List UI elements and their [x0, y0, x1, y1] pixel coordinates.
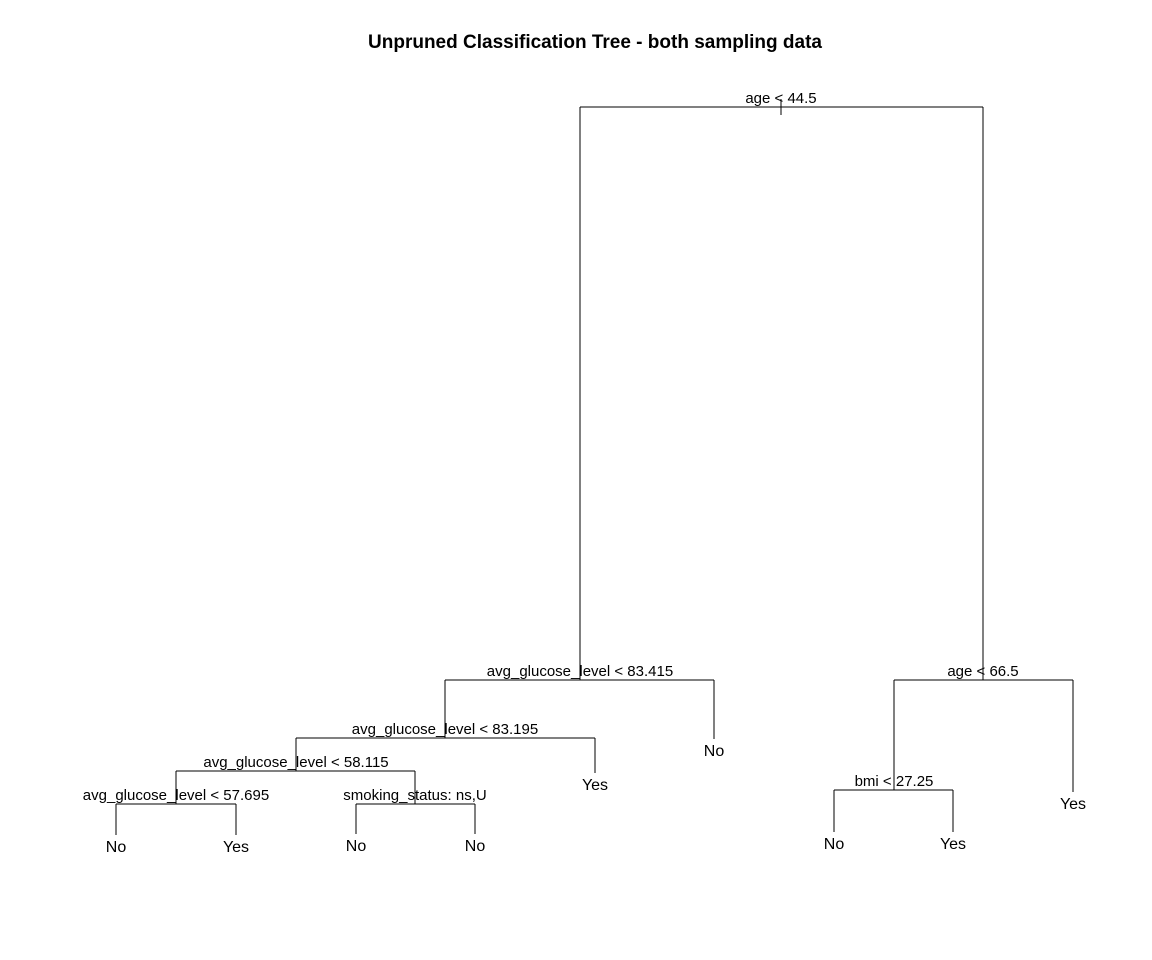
- leaf-label: Yes: [1060, 796, 1086, 813]
- leaf-label: No: [106, 839, 127, 856]
- split-label: avg_glucose_level < 83.415: [487, 663, 673, 680]
- split-label: smoking_status: ns,U: [343, 787, 486, 804]
- split-label: avg_glucose_level < 58.115: [203, 754, 388, 771]
- split-label: age < 44.5: [745, 90, 816, 107]
- tree-labels: age < 44.5 avg_glucose_level < 83.415 avg_…: [83, 90, 1086, 856]
- leaf-label: No: [346, 838, 367, 855]
- tree-edges: [115, 99, 1074, 835]
- leaf-label: No: [824, 836, 845, 853]
- leaf-label: Yes: [223, 839, 249, 856]
- split-label: avg_glucose_level < 57.695: [83, 787, 269, 804]
- leaf-label: Yes: [582, 777, 608, 794]
- leaf-label: Yes: [940, 836, 966, 853]
- split-label: avg_glucose_level < 83.195: [352, 721, 538, 738]
- split-label: age < 66.5: [947, 663, 1018, 680]
- leaf-label: No: [704, 743, 725, 760]
- leaf-label: No: [465, 838, 486, 855]
- split-label: bmi < 27.25: [855, 773, 934, 790]
- chart-title: Unpruned Classification Tree - both samp…: [368, 32, 822, 53]
